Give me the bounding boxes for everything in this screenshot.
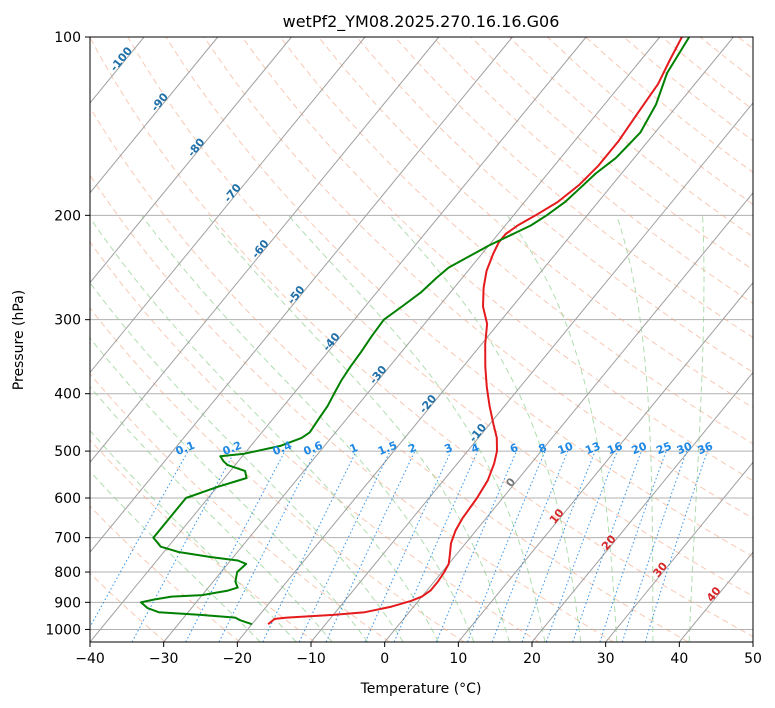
isotherm-line — [90, 37, 292, 284]
mixing-ratio-line — [393, 450, 479, 642]
moist-adiabat — [90, 470, 261, 642]
x-tick-label: 0 — [380, 651, 389, 667]
y-tick-label: 500 — [54, 444, 81, 460]
moist-adiabat — [141, 215, 475, 642]
mixing-ratio-line — [644, 450, 708, 642]
axes: −40 −30 −20 −10 0 10 20 30 40 50 100 200 300 400 500 60… — [45, 30, 762, 667]
moist-adiabat — [506, 215, 618, 642]
mixing-ratio-label: 10 — [556, 439, 575, 457]
plot-background — [90, 37, 753, 642]
isotherm-line — [752, 641, 753, 642]
x-tick-label: 40 — [670, 651, 688, 667]
x-tick-label: 20 — [523, 651, 541, 667]
dry-adiabat — [90, 241, 540, 642]
mixing-ratio-label: 13 — [583, 440, 602, 458]
moist-adiabat — [389, 214, 582, 642]
moist-adiabat — [90, 281, 404, 642]
y-tick-label: 600 — [54, 491, 81, 507]
y-tick-label: 100 — [54, 30, 81, 46]
mixing-ratio-label: 2 — [406, 441, 418, 456]
chart-title: wetPf2_YM08.2025.270.16.16.G06 — [283, 12, 560, 32]
x-tick-label: 30 — [597, 651, 615, 667]
x-tick-label: 10 — [449, 651, 467, 667]
mixing-ratio-line — [467, 450, 546, 642]
mixing-ratio-label: 3 — [443, 441, 455, 456]
mixing-ratio-label: 1 — [348, 441, 360, 456]
y-tick-label: 900 — [54, 595, 81, 611]
dry-adiabat — [203, 37, 753, 519]
dry-adiabat — [90, 307, 465, 642]
mixing-ratio-line — [364, 450, 452, 642]
y-tick-label: 300 — [54, 313, 81, 329]
isotherm-line — [605, 461, 753, 642]
mixing-ratio-label: 30 — [675, 439, 694, 457]
dry-adiabat — [394, 37, 753, 339]
mixing-ratio-line — [545, 450, 618, 642]
mixing-ratio-label: 16 — [605, 439, 624, 457]
mixing-ratio-label: 36 — [696, 439, 715, 457]
isotherm-line — [90, 37, 366, 374]
mixing-ratio-label: 25 — [654, 440, 673, 458]
x-tick-label: −10 — [296, 651, 326, 667]
dry-adiabat — [127, 37, 753, 597]
dewpoint-profile — [139, 37, 691, 626]
moist-adiabat — [90, 337, 369, 642]
isotherm-line — [457, 281, 753, 642]
mixing-ratio-label: 20 — [630, 439, 649, 457]
y-tick-label: 200 — [54, 208, 81, 224]
mixing-ratio-line — [621, 450, 688, 642]
moist-adiabat — [90, 429, 297, 642]
mixing-ratio-line — [262, 450, 357, 642]
y-tick-label: 800 — [54, 565, 81, 581]
dry-adiabat — [90, 505, 241, 642]
moist-adiabat — [90, 216, 439, 642]
y-axis-label: Pressure (hPa) — [11, 290, 27, 390]
isotherm-line — [90, 37, 587, 642]
mixing-ratio-line — [218, 450, 317, 642]
moist-adiabat — [288, 214, 546, 642]
y-tick-label: 700 — [54, 531, 81, 547]
isotherm-line — [531, 371, 753, 642]
mixing-ratio-line — [491, 450, 569, 642]
dry-adiabat — [90, 373, 390, 642]
isotherm-line — [90, 37, 513, 553]
y-tick-label: 1000 — [45, 622, 81, 638]
temperature-profile — [267, 37, 683, 625]
moist-adiabat — [90, 385, 333, 642]
mixing-ratio-label: 8 — [537, 441, 549, 456]
dry-adiabat — [90, 106, 689, 642]
dry-adiabat — [432, 37, 753, 304]
moist-adiabat — [688, 215, 705, 642]
mixing-ratio-line — [435, 450, 517, 642]
y-tick-label: 400 — [54, 387, 81, 403]
moist-adiabat — [206, 214, 510, 642]
isotherm-line — [90, 37, 440, 464]
isotherm-line — [310, 102, 753, 642]
dry-adiabat — [241, 37, 753, 482]
dry-adiabat — [165, 37, 753, 558]
x-tick-label: −20 — [223, 651, 253, 667]
x-tick-label: −40 — [75, 651, 105, 667]
moist-adiabat — [616, 215, 654, 642]
plot-area — [90, 37, 753, 642]
mixing-ratio-line — [90, 450, 189, 629]
plot-frame — [89, 36, 754, 643]
x-tick-label: 50 — [744, 651, 762, 667]
dry-adiabat — [90, 174, 614, 642]
mixing-ratio-line — [599, 450, 667, 642]
x-tick-label: −30 — [149, 651, 179, 667]
dry-adiabat — [90, 572, 166, 642]
isotherm-line — [163, 37, 661, 642]
x-axis-label: Temperature (°C) — [360, 681, 482, 697]
isotherm-line — [90, 37, 219, 194]
mixing-ratio-line — [572, 450, 642, 642]
isotherm-line — [384, 192, 753, 642]
mixing-ratio-line — [131, 450, 236, 642]
mixing-ratio-line — [521, 450, 596, 642]
